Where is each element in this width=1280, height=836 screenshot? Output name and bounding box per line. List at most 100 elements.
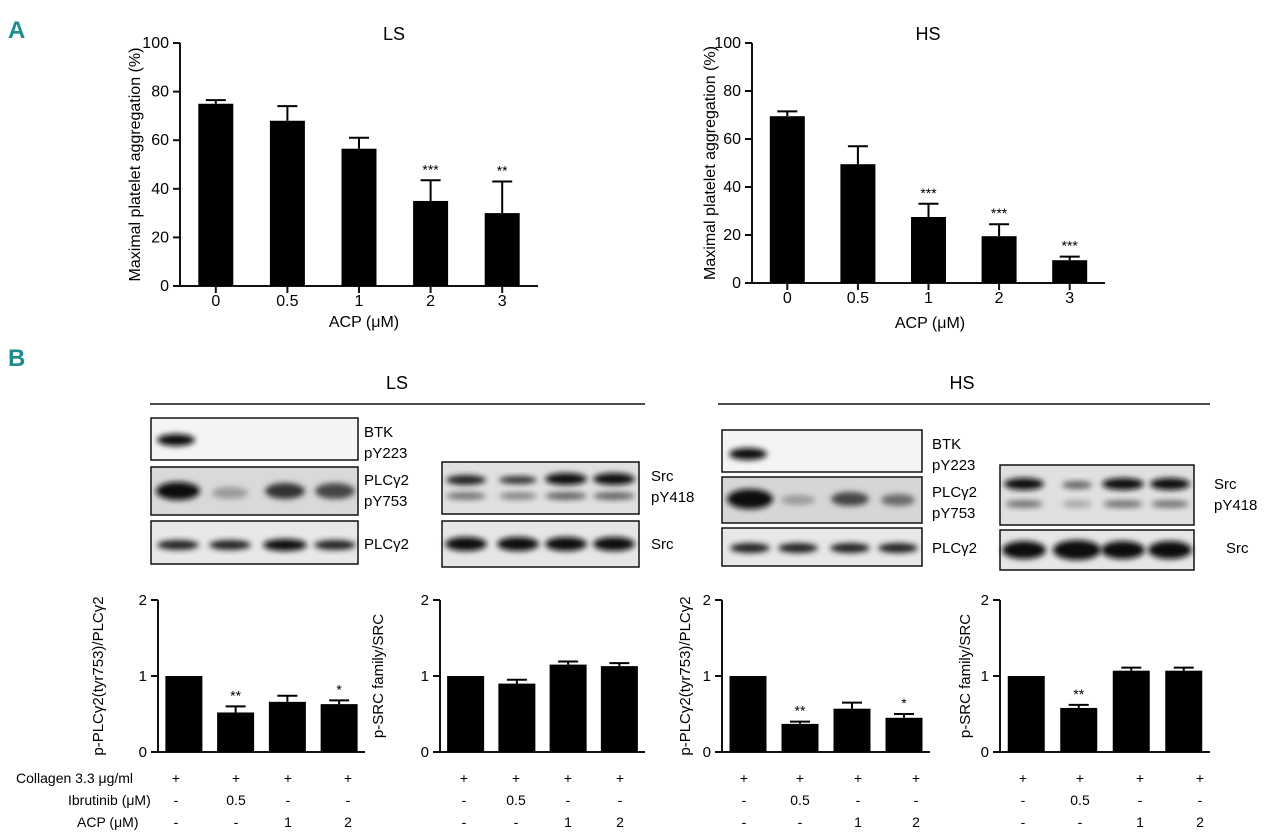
blot-band <box>1053 540 1101 560</box>
condition-value: + <box>912 770 920 786</box>
bar <box>268 701 306 752</box>
y-axis-label: p-SRC family/SRC <box>370 614 387 738</box>
condition-value: 1 <box>1136 814 1144 830</box>
blot-label: PLCγ2 <box>932 484 977 501</box>
blot-band <box>209 540 251 550</box>
condition-row-labels: Collagen 3.3 μg/ml Ibrutinib (μM) ACP (μ… <box>16 770 151 830</box>
blot-band <box>545 537 587 551</box>
condition-value: - <box>1078 814 1083 830</box>
blot-band <box>545 473 587 485</box>
bar <box>320 704 358 752</box>
condition-value: + <box>1076 770 1084 786</box>
blot-label: pY418 <box>1214 497 1257 514</box>
y-tick-label: 60 <box>723 131 741 148</box>
y-tick-label: 80 <box>723 83 741 100</box>
condition-value: + <box>172 770 180 786</box>
blot-band <box>497 537 539 551</box>
bar <box>1052 260 1088 283</box>
blot-label: pY223 <box>932 457 975 474</box>
bar <box>1007 676 1045 752</box>
blot-label: PLCγ2 <box>364 536 409 553</box>
condition-value: 2 <box>1196 814 1204 830</box>
blot-hs-src-py418 <box>999 464 1195 526</box>
blot-band <box>263 539 307 551</box>
blot-band <box>314 540 356 550</box>
blot-band <box>1004 478 1044 490</box>
condition-value: 2 <box>912 814 920 830</box>
condition-value: + <box>796 770 804 786</box>
blot-band <box>445 537 487 551</box>
blot-label: pY418 <box>651 489 694 506</box>
condition-value: - <box>1021 814 1026 830</box>
blot-ls-src-py418 <box>441 461 640 515</box>
y-tick-label: 60 <box>151 132 169 149</box>
bar <box>729 676 767 752</box>
blot-label: BTK <box>932 436 961 453</box>
x-tick-label: 0 <box>783 290 792 307</box>
x-tick-label: 1 <box>355 293 364 310</box>
bar <box>840 164 876 283</box>
blot-label: Src <box>651 468 674 485</box>
y-axis-label: p-SRC family/SRC <box>957 614 974 738</box>
bar <box>269 120 305 286</box>
condition-value: + <box>740 770 748 786</box>
blot-band <box>1102 478 1144 490</box>
condition-value: - <box>566 792 571 808</box>
condition-value: 1 <box>854 814 862 830</box>
significance-label: *** <box>920 185 937 201</box>
blot-band <box>212 487 248 499</box>
blot-band <box>315 483 355 499</box>
condition-value: + <box>512 770 520 786</box>
condition-value: + <box>854 770 862 786</box>
condition-value: - <box>462 814 467 830</box>
bar <box>484 213 520 286</box>
blot-label: Src <box>1226 540 1249 557</box>
y-axis-label: p-PLCγ2(tyr753)/PLCγ2 <box>90 596 107 755</box>
bar <box>600 666 638 752</box>
condition-value: 2 <box>616 814 624 830</box>
bar <box>885 717 923 752</box>
blot-label: BTK <box>364 424 393 441</box>
condition-value: + <box>1136 770 1144 786</box>
condition-value: - <box>798 814 803 830</box>
blot-band <box>593 537 635 551</box>
y-tick-label: 2 <box>139 592 147 609</box>
condition-value: - <box>1021 792 1026 808</box>
blot-band <box>1150 478 1190 490</box>
condition-value: - <box>742 792 747 808</box>
x-tick-label: 0.5 <box>276 293 298 310</box>
blot-band <box>781 495 815 505</box>
blot-hs-plcg2-total <box>721 527 923 567</box>
bar <box>198 103 234 286</box>
x-axis-label: ACP (μM) <box>895 315 965 332</box>
hs-blots: BTK pY223 PLCγ2 pY753 PLCγ2 <box>721 429 1257 571</box>
blot-band <box>1148 541 1192 559</box>
significance-label: * <box>901 695 907 711</box>
chart-b-hs-src: 0 1 2 ** p-SRC family/SRC <box>957 592 1210 761</box>
y-tick-label: 1 <box>139 668 147 685</box>
y-tick-label: 100 <box>142 35 169 52</box>
chart-b-ls-src: 0 1 2 p-SRC family/SRC <box>370 592 645 761</box>
condition-value: - <box>742 814 747 830</box>
blot-band <box>265 483 305 499</box>
condition-value: 0.5 <box>506 792 526 808</box>
condition-value: + <box>564 770 572 786</box>
y-tick-label: 1 <box>981 668 989 685</box>
condition-value: - <box>514 814 519 830</box>
chart-a-hs: 0 20 40 60 80 100 0 0.5 *** 1 *** 2 *** 3 HS ACP (μM) Ma… <box>702 24 1105 332</box>
section-b-right-title: HS <box>949 373 974 393</box>
bar <box>1165 670 1203 752</box>
y-tick-label: 40 <box>723 179 741 196</box>
blot-ls-src-total <box>441 520 640 568</box>
blot-band <box>593 473 635 485</box>
condition-value: - <box>462 792 467 808</box>
x-axis-label: ACP (μM) <box>329 314 399 331</box>
condition-value: - <box>1198 792 1203 808</box>
condition-value: - <box>174 814 179 830</box>
y-tick-label: 2 <box>703 592 711 609</box>
significance-label: ** <box>230 687 241 703</box>
condition-label-acp: ACP (μM) <box>77 814 138 830</box>
bar <box>781 723 819 752</box>
blot-ls-btk-py223 <box>150 417 359 461</box>
